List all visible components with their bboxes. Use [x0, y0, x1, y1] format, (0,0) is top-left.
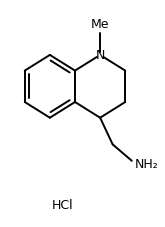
Text: NH₂: NH₂ — [135, 157, 158, 170]
Text: N: N — [95, 49, 105, 62]
Text: HCl: HCl — [52, 198, 73, 211]
Text: Me: Me — [91, 18, 109, 31]
